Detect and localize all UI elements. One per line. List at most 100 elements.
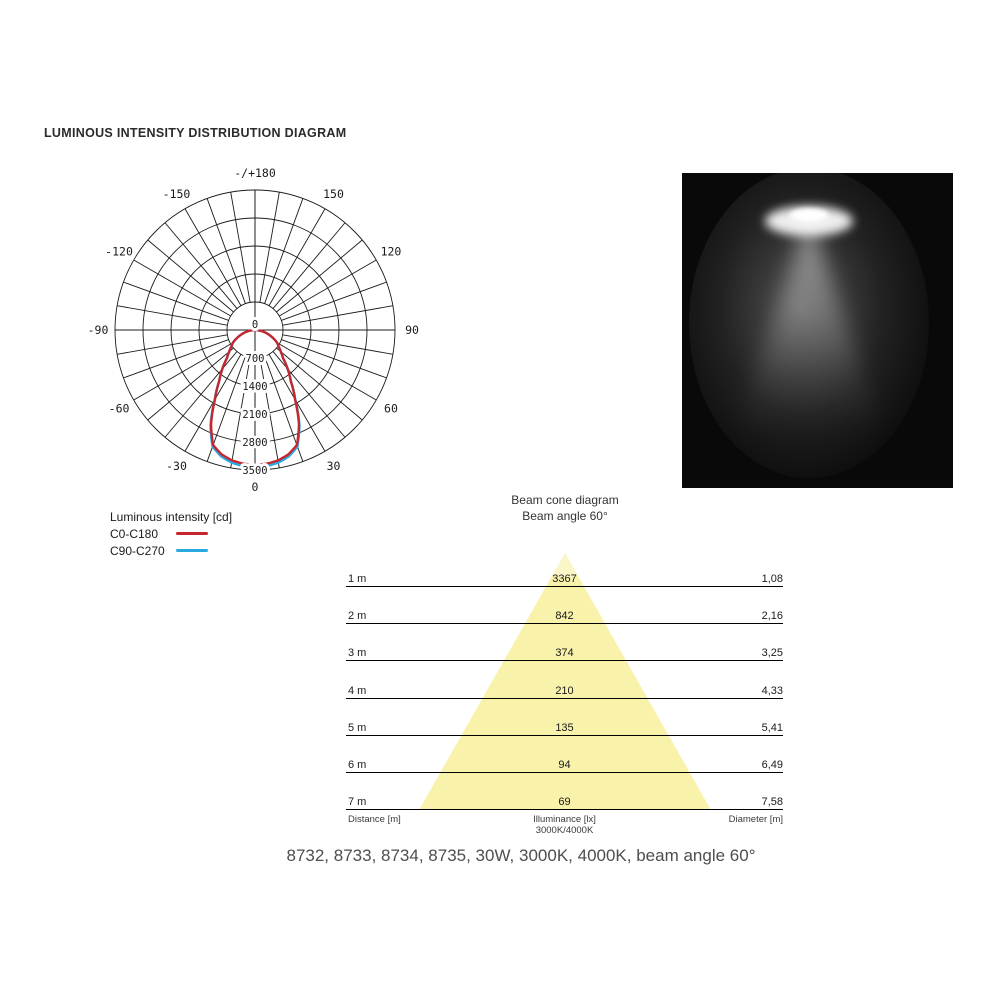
legend-item-c90-c270: C90-C270 bbox=[110, 542, 232, 559]
row-distance: 7 m bbox=[348, 796, 367, 808]
row-diameter: 3,25 bbox=[761, 647, 783, 659]
footer-illuminance-label: Illuminance [lx] 3000K/4000K bbox=[533, 814, 596, 836]
beam-cone-title: Beam cone diagram bbox=[511, 493, 619, 507]
row-distance: 6 m bbox=[348, 759, 367, 771]
row-diameter: 5,41 bbox=[761, 722, 783, 734]
angle-label-90: 90 bbox=[405, 323, 419, 337]
beam-cone-row-2m: 2 m 842 2,16 bbox=[346, 608, 783, 624]
row-diameter: 1,08 bbox=[761, 573, 783, 585]
row-illuminance: 3367 bbox=[552, 573, 577, 585]
legend-swatch-red-line bbox=[176, 531, 208, 536]
ring-label-700: 700 bbox=[246, 353, 265, 365]
polar-grid-spoke bbox=[184, 208, 242, 306]
beam-photo bbox=[682, 168, 953, 488]
curve-C0-C180 bbox=[209, 328, 301, 466]
beam-cone-row-1m: 1 m 3367 1,08 bbox=[346, 571, 783, 587]
polar-grid-spoke bbox=[281, 339, 387, 379]
beam-cone-row-4m: 4 m 210 4,33 bbox=[346, 683, 783, 699]
polar-grid-spoke bbox=[206, 198, 246, 304]
polar-grid-spoke bbox=[272, 222, 346, 309]
polar-grid-spoke bbox=[259, 357, 280, 468]
row-illuminance: 135 bbox=[555, 722, 574, 734]
row-diameter: 2,16 bbox=[761, 610, 783, 622]
polar-grid-spoke bbox=[268, 208, 326, 306]
beam-photo-image bbox=[682, 168, 953, 488]
ring-label-1400: 1400 bbox=[242, 381, 267, 393]
legend-item-c0-c180: C0-C180 bbox=[110, 525, 232, 542]
beam-cone-row-6m: 6 m 94 6,49 bbox=[346, 757, 783, 773]
ring-label-0: 0 bbox=[252, 319, 258, 331]
polar-grid-spoke bbox=[133, 343, 231, 401]
polar-grid-spoke bbox=[147, 347, 234, 421]
row-distance: 1 m bbox=[348, 573, 367, 585]
angle-label-30: 30 bbox=[327, 459, 341, 473]
row-distance: 5 m bbox=[348, 722, 367, 734]
footer-distance-label: Distance [m] bbox=[348, 814, 401, 825]
polar-chart-svg: 0 30 -30 60 -60 90 -90 120 -120 150 -150 -/+180 0 700… bbox=[88, 166, 419, 494]
angle-label--30: -30 bbox=[166, 459, 187, 473]
polar-grid-spoke bbox=[282, 305, 393, 326]
row-illuminance: 210 bbox=[555, 685, 574, 697]
beam-cone-title-block: Beam cone diagram Beam angle 60° bbox=[340, 492, 790, 524]
row-distance: 3 m bbox=[348, 647, 367, 659]
polar-grid-spoke bbox=[276, 239, 363, 313]
polar-grid-spoke bbox=[147, 239, 234, 313]
light-cone bbox=[736, 213, 882, 431]
polar-grid-spoke bbox=[123, 339, 229, 379]
chart-legend: Luminous intensity [cd] C0-C180 C90-C270 bbox=[110, 508, 232, 559]
legend-swatch-cyan-line bbox=[176, 548, 208, 553]
legend-label: C0-C180 bbox=[110, 526, 159, 541]
polar-grid-spoke bbox=[117, 334, 228, 355]
polar-grid-spoke bbox=[230, 192, 251, 303]
beam-cone-row-3m: 3 m 374 3,25 bbox=[346, 645, 783, 661]
row-illuminance: 842 bbox=[555, 610, 574, 622]
legend-title: Luminous intensity [cd] bbox=[110, 509, 233, 524]
polar-grid-spoke bbox=[133, 259, 231, 317]
angle-label-180: -/+180 bbox=[234, 166, 276, 180]
row-diameter: 4,33 bbox=[761, 685, 783, 697]
angle-label--90: -90 bbox=[88, 323, 109, 337]
polar-grid-spoke bbox=[164, 351, 238, 438]
page-title: LUMINOUS INTENSITY DISTRIBUTION DIAGRAM bbox=[44, 126, 347, 140]
polar-grid-spoke bbox=[272, 351, 346, 438]
row-illuminance: 94 bbox=[558, 759, 571, 771]
polar-grid-spoke bbox=[230, 357, 251, 468]
beam-cone-triangle bbox=[419, 553, 711, 810]
polar-grid-spoke bbox=[259, 192, 280, 303]
row-distance: 2 m bbox=[348, 610, 367, 622]
row-distance: 4 m bbox=[348, 685, 367, 697]
beam-cone-diagram: Beam cone diagram Beam angle 60° 1 m 3367… bbox=[340, 490, 790, 850]
polar-grid-spoke bbox=[282, 334, 393, 355]
polar-grid-spoke bbox=[117, 305, 228, 326]
angle-label-150: 150 bbox=[323, 187, 344, 201]
polar-grid-spoke bbox=[264, 198, 304, 304]
angle-label-60: 60 bbox=[384, 402, 398, 416]
polar-grid-spoke bbox=[123, 281, 229, 321]
angle-label-0: 0 bbox=[252, 480, 259, 494]
footer-diameter-label: Diameter [m] bbox=[728, 814, 783, 825]
legend-label: C90-C270 bbox=[110, 543, 165, 558]
ring-label-3500: 3500 bbox=[242, 465, 267, 477]
row-illuminance: 374 bbox=[555, 647, 574, 659]
angle-label--60: -60 bbox=[109, 402, 130, 416]
polar-grid-spoke bbox=[281, 281, 387, 321]
polar-grid-spoke bbox=[164, 222, 238, 309]
angle-label--120: -120 bbox=[105, 245, 133, 259]
beam-cone-row-5m: 5 m 135 5,41 bbox=[346, 720, 783, 736]
cone-apex-highlight bbox=[549, 550, 581, 578]
ring-label-2800: 2800 bbox=[242, 437, 267, 449]
product-caption: 8732, 8733, 8734, 8735, 30W, 3000K, 4000… bbox=[286, 846, 756, 865]
beam-cone-subtitle: Beam angle 60° bbox=[522, 509, 608, 523]
angle-label-120: 120 bbox=[381, 245, 402, 259]
row-illuminance: 69 bbox=[558, 796, 571, 808]
angle-label--150: -150 bbox=[163, 187, 191, 201]
polar-intensity-chart: 0 30 -30 60 -60 90 -90 120 -120 150 -150 -/+180 0 700… bbox=[75, 160, 435, 505]
row-diameter: 7,58 bbox=[761, 796, 783, 808]
row-diameter: 6,49 bbox=[761, 759, 783, 771]
polar-grid-spoke bbox=[279, 259, 377, 317]
light-source-point bbox=[790, 208, 828, 222]
polar-grid-spoke bbox=[279, 343, 377, 401]
ring-label-2100: 2100 bbox=[242, 409, 267, 421]
polar-grid-spoke bbox=[276, 347, 363, 421]
beam-cone-row-7m: 7 m 69 7,58 bbox=[346, 794, 783, 810]
